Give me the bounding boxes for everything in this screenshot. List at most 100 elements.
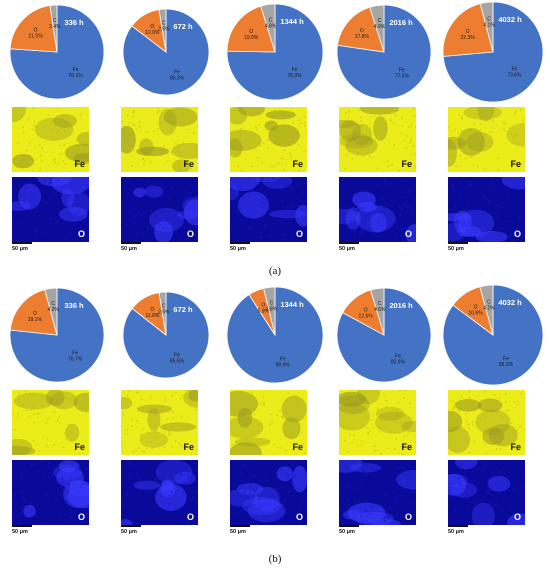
slice-value-label: 17.8% <box>355 34 370 40</box>
slice-value-label: 19.1% <box>28 317 43 323</box>
scale-bar-label: 50 μm <box>448 246 464 252</box>
fe-element-map: Fe <box>448 107 525 172</box>
fe-map-label: Fe <box>74 442 85 452</box>
time-label: 672 h <box>173 305 193 314</box>
scale-bar-line <box>12 242 32 244</box>
fe-map-label: Fe <box>510 159 521 169</box>
scale-bar-line <box>230 525 250 527</box>
fe-element-map: Fe <box>339 107 416 172</box>
o-map-label: O <box>77 229 85 239</box>
slice-name-label: O <box>34 27 38 33</box>
slice-value-label: 82.9% <box>391 359 406 365</box>
fe-map-label: Fe <box>292 442 303 452</box>
o-element-map: O <box>230 177 307 242</box>
scale-bar-line <box>12 525 32 527</box>
slice-name-label: C <box>378 18 382 24</box>
slice-value-label: 3.8% <box>266 306 278 312</box>
slice-value-label: 5.3% <box>258 309 270 315</box>
scale-bar-label: 50 μm <box>339 246 355 252</box>
fe-element-map: Fe <box>230 390 307 455</box>
o-element-map: O <box>121 177 198 242</box>
fe-map-label: Fe <box>510 442 521 452</box>
time-label: 336 h <box>64 18 84 27</box>
scale-bar-label: 50 μm <box>230 246 246 252</box>
slice-name-label: Fe <box>72 350 78 356</box>
slice-value-label: 76.7% <box>68 356 83 362</box>
slice-name-label: O <box>150 24 154 30</box>
fe-map-label: Fe <box>401 159 412 169</box>
slice-name-label: O <box>364 307 368 313</box>
slice-value-label: 2.6% <box>158 309 170 315</box>
slice-value-label: 4.1% <box>483 22 495 28</box>
slice-name-label: O <box>261 303 265 309</box>
pie-slice-c <box>260 3 276 53</box>
slice-name-label: O <box>33 311 37 317</box>
pie-slice-c <box>49 4 58 53</box>
slice-name-label: C <box>162 20 166 26</box>
pie-slice-c <box>369 4 385 53</box>
panel-b: Fe 76.7% O 19.1% C 4.2% 336 h Fe O 50 μm Fe 85.5% O 1… <box>0 283 550 569</box>
slice-name-label: O <box>466 29 470 35</box>
pie-slice-c <box>370 287 385 336</box>
caption-b: (b) <box>268 553 282 565</box>
time-label: 2016 h <box>389 18 413 27</box>
slice-name-label: C <box>51 301 55 307</box>
slice-value-label: 85.2% <box>499 362 514 368</box>
slice-value-label: 4.2% <box>47 307 59 313</box>
scale-bar-line <box>230 242 250 244</box>
caption-a: (a) <box>268 265 282 277</box>
slice-value-label: 90.9% <box>276 363 291 369</box>
o-element-map: O <box>448 177 525 242</box>
o-map-label: O <box>404 229 412 239</box>
pie-slice-c <box>44 287 58 336</box>
o-element-map: O <box>12 460 89 525</box>
time-label: 336 h <box>64 301 84 310</box>
pie-slice-o <box>9 289 58 336</box>
fe-map-label: Fe <box>183 442 194 452</box>
panel-a-column: Fe 76.1% O 21.5% C 2.4% 336 h Fe O 50 μm <box>4 0 110 270</box>
o-map-label: O <box>513 512 521 522</box>
time-label: 2016 h <box>389 301 413 310</box>
slice-name-label: C <box>378 301 382 307</box>
o-element-map: O <box>448 460 525 525</box>
o-map-label: O <box>186 229 194 239</box>
pie-slice-o <box>226 5 276 53</box>
slice-value-label: 21.5% <box>28 33 43 39</box>
slice-name-label: Fe <box>503 356 509 362</box>
pie-slice-o <box>442 3 494 57</box>
slice-value-label: 12.5% <box>359 313 374 319</box>
slice-value-label: 4.8% <box>265 24 277 30</box>
slice-value-label: 4.2% <box>483 305 495 311</box>
slice-value-label: 4.9% <box>374 24 386 30</box>
scale-bar-line <box>121 242 141 244</box>
scale-bar-line <box>339 242 359 244</box>
panel-b-column: Fe 90.9% O 5.3% C 3.8% 1344 h Fe O 50 μm <box>222 283 328 553</box>
scale-bar-label: 50 μm <box>121 529 137 535</box>
time-label: 4032 h <box>498 15 522 24</box>
o-map-label: O <box>513 229 521 239</box>
panel-b-column: Fe 82.9% O 12.5% C 4.6% 2016 h Fe O 50 μm <box>331 283 437 553</box>
slice-value-label: 22.3% <box>461 35 476 41</box>
slice-value-label: 73.6% <box>507 73 522 79</box>
time-label: 4032 h <box>498 298 522 307</box>
panel-a-column: Fe 85.3% O 12.0% C 2.6% 672 h Fe O 50 μm <box>113 0 219 270</box>
slice-name-label: O <box>360 28 364 34</box>
o-element-map: O <box>121 460 198 525</box>
time-label: 1344 h <box>280 300 304 309</box>
pie-slice-o <box>9 5 58 53</box>
scale-bar-label: 50 μm <box>12 246 28 252</box>
time-label: 672 h <box>173 22 193 31</box>
scale-bar-label: 50 μm <box>339 529 355 535</box>
slice-name-label: Fe <box>292 67 298 73</box>
slice-value-label: 77.3% <box>395 74 410 80</box>
o-map-label: O <box>77 512 85 522</box>
pie-slice-c <box>479 284 494 336</box>
o-map-label: O <box>295 512 303 522</box>
slice-value-label: 75.3% <box>287 73 302 79</box>
slice-value-label: 2.4% <box>49 24 61 30</box>
